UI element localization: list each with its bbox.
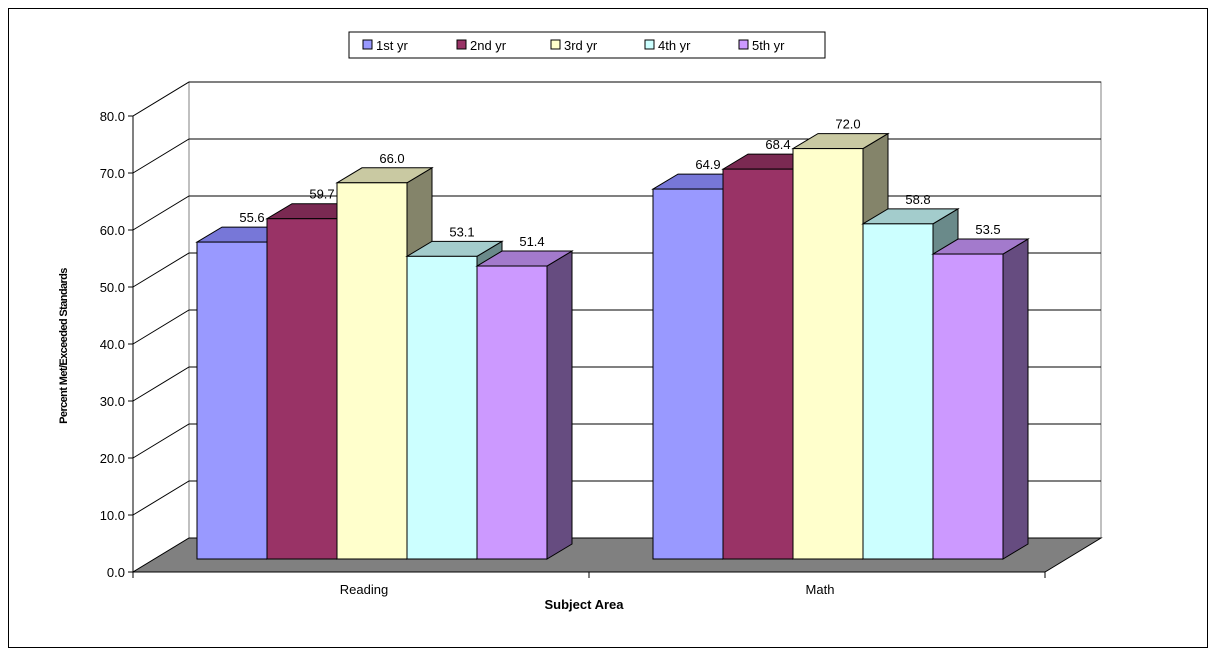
x-axis-title: Subject Area — [545, 597, 625, 612]
bar-front — [722, 168, 794, 560]
chart-frame: 0.0 10.0 20.0 30.0 40.0 50.0 60.0 70.0 80.0 Readi… — [8, 8, 1208, 648]
y-tick-label: 80.0 — [100, 109, 125, 124]
data-label: 68.4 — [765, 137, 790, 152]
bar-chart: 0.0 10.0 20.0 30.0 40.0 50.0 60.0 70.0 80.0 Readi… — [58, 31, 1103, 612]
y-tick-label: 70.0 — [100, 166, 125, 181]
y-tick-label: 0.0 — [107, 565, 125, 580]
data-label: 53.1 — [449, 224, 474, 239]
y-axis-title: Percent Met/Exceeded Standards — [58, 268, 70, 424]
gridline — [132, 138, 1101, 174]
legend-label: 1st yr — [376, 38, 408, 53]
category-label: Reading — [340, 582, 388, 597]
bar-front — [476, 265, 548, 560]
bar-front — [862, 223, 934, 560]
y-tick-label: 60.0 — [100, 223, 125, 238]
legend-label: 3rd yr — [564, 38, 598, 53]
legend-swatch — [738, 39, 749, 50]
legend-label: 2nd yr — [470, 38, 507, 53]
legend-swatch — [644, 39, 655, 50]
data-label: 66.0 — [379, 151, 404, 166]
bar-front — [652, 188, 724, 560]
y-tick-label: 40.0 — [100, 337, 125, 352]
bar — [931, 238, 1030, 560]
bar — [475, 250, 574, 560]
y-tick-label: 10.0 — [100, 508, 125, 523]
bars — [195, 132, 1030, 560]
data-label: 59.7 — [309, 187, 334, 202]
data-label: 72.0 — [835, 117, 860, 132]
data-label: 58.8 — [905, 192, 930, 207]
data-label: 53.5 — [975, 222, 1000, 237]
gridline — [132, 81, 1101, 117]
data-label: 64.9 — [695, 157, 720, 172]
y-tick-label: 30.0 — [100, 394, 125, 409]
bar-front — [336, 182, 408, 560]
legend-swatch — [362, 39, 373, 50]
chart-legend: 1st yr 2nd yr 3rd yr 4th yr 5th yr — [348, 31, 826, 59]
bar-front — [932, 253, 1004, 560]
value-labels: 55.6 59.7 66.0 53.1 51.4 64.9 68.4 72.0 58.8 53.5 — [239, 117, 1000, 249]
bar-front — [792, 148, 864, 560]
y-tick-label: 50.0 — [100, 280, 125, 295]
legend-label: 4th yr — [658, 38, 691, 53]
axes: 0.0 10.0 20.0 30.0 40.0 50.0 60.0 70.0 80.0 Readi… — [100, 109, 1046, 597]
bar-front — [266, 218, 338, 560]
data-label: 51.4 — [519, 234, 544, 249]
y-tick-label: 20.0 — [100, 451, 125, 466]
bar-side — [546, 250, 573, 560]
legend-swatch — [550, 39, 561, 50]
legend-swatch — [456, 39, 467, 50]
category-label: Math — [806, 582, 835, 597]
bar-front — [196, 241, 268, 560]
legend-label: 5th yr — [752, 38, 785, 53]
bar-side — [1002, 238, 1029, 560]
data-label: 55.6 — [239, 210, 264, 225]
bar-front — [406, 255, 478, 560]
